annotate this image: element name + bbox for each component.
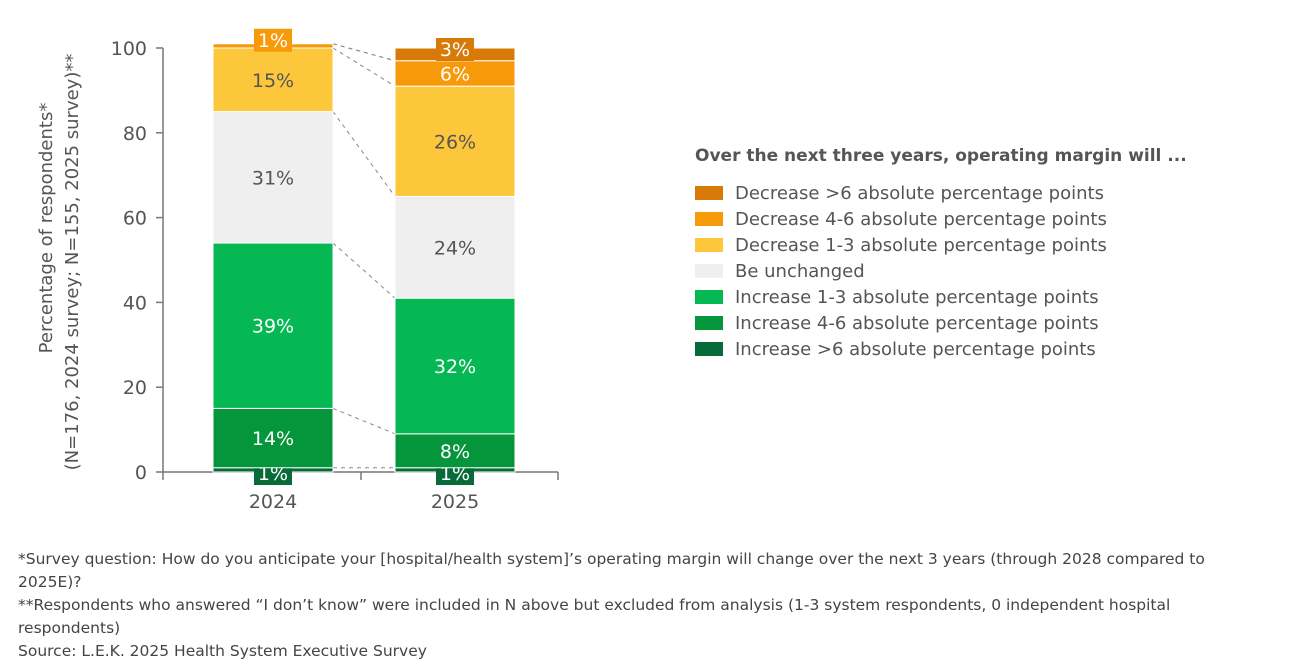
y-tick-label: 40 (123, 292, 147, 314)
data-label: 26% (434, 131, 476, 153)
legend-swatch (695, 290, 723, 304)
bar-segment (212, 47, 334, 113)
y-tick-label: 100 (111, 38, 147, 60)
legend-label: Decrease 1-3 absolute percentage points (735, 234, 1107, 256)
legend-label: Increase >6 absolute percentage points (735, 338, 1096, 360)
legend-label: Decrease 4-6 absolute percentage points (735, 208, 1107, 230)
legend-swatch (695, 212, 723, 226)
data-label: 15% (252, 70, 294, 92)
data-label-box (436, 38, 474, 61)
bar-segment (212, 111, 334, 244)
data-label: 1% (258, 30, 288, 52)
legend-label: Increase 4-6 absolute percentage points (735, 312, 1099, 334)
data-label: 3% (440, 39, 470, 61)
legend-label: Be unchanged (735, 260, 865, 282)
connector-line (332, 47, 396, 87)
bar-segment (212, 407, 334, 469)
footnote-source: Source: L.E.K. 2025 Health System Execut… (18, 642, 427, 660)
y-tick-label: 60 (123, 208, 147, 230)
connector-line (332, 111, 396, 197)
legend-swatch (695, 342, 723, 356)
legend-item: Increase 1-3 absolute percentage points (695, 284, 1187, 310)
legend-title: Over the next three years, operating mar… (695, 146, 1187, 166)
legend-item: Increase >6 absolute percentage points (695, 336, 1187, 362)
legend-label: Increase 1-3 absolute percentage points (735, 286, 1099, 308)
legend-swatch (695, 264, 723, 278)
connector-line (332, 43, 396, 62)
data-label: 24% (434, 237, 476, 259)
bar-segment (394, 85, 516, 197)
stacked-bar-chart: 0 20 40 60 80 100 Percentage of respondents* (N… (36, 28, 559, 513)
bar-segment (394, 297, 516, 435)
legend-swatch (695, 186, 723, 200)
legend-item: Decrease 4-6 absolute percentage points (695, 206, 1187, 232)
x-tick-label: 2024 (249, 491, 297, 513)
data-label: 1% (258, 463, 288, 485)
y-axis-label-sample: (N=176, 2024 survey; N=155, 2025 survey)… (62, 54, 83, 471)
connector-line (332, 407, 396, 435)
footnote-survey-question: *Survey question: How do you anticipate … (18, 550, 1205, 591)
data-label: 32% (434, 356, 476, 378)
x-tick-label: 2025 (431, 491, 479, 513)
y-tick-label: 80 (123, 123, 147, 145)
legend-item: Decrease 1-3 absolute percentage points (695, 232, 1187, 258)
data-label: 8% (440, 441, 470, 463)
y-axis-label: Percentage of respondents* (36, 103, 57, 354)
bar-segment (394, 195, 516, 299)
data-label: 39% (252, 316, 294, 338)
legend: Over the next three years, operating mar… (695, 146, 1187, 362)
data-label: 6% (440, 63, 470, 85)
legend-label: Decrease >6 absolute percentage points (735, 182, 1104, 204)
data-label: 14% (252, 428, 294, 450)
legend-item: Decrease >6 absolute percentage points (695, 180, 1187, 206)
footnotes: *Survey question: How do you anticipate … (18, 548, 1258, 663)
data-label: 1% (440, 463, 470, 485)
y-tick-label: 20 (123, 377, 147, 399)
bar-segment (212, 242, 334, 409)
legend-item: Be unchanged (695, 258, 1187, 284)
footnote-respondents: **Respondents who answered “I don’t know… (18, 596, 1171, 637)
legend-swatch (695, 238, 723, 252)
connector-line (332, 242, 396, 299)
legend-swatch (695, 316, 723, 330)
data-label: 31% (252, 167, 294, 189)
data-label-box (254, 28, 292, 52)
legend-item: Increase 4-6 absolute percentage points (695, 310, 1187, 336)
y-tick-label: 0 (135, 462, 147, 484)
